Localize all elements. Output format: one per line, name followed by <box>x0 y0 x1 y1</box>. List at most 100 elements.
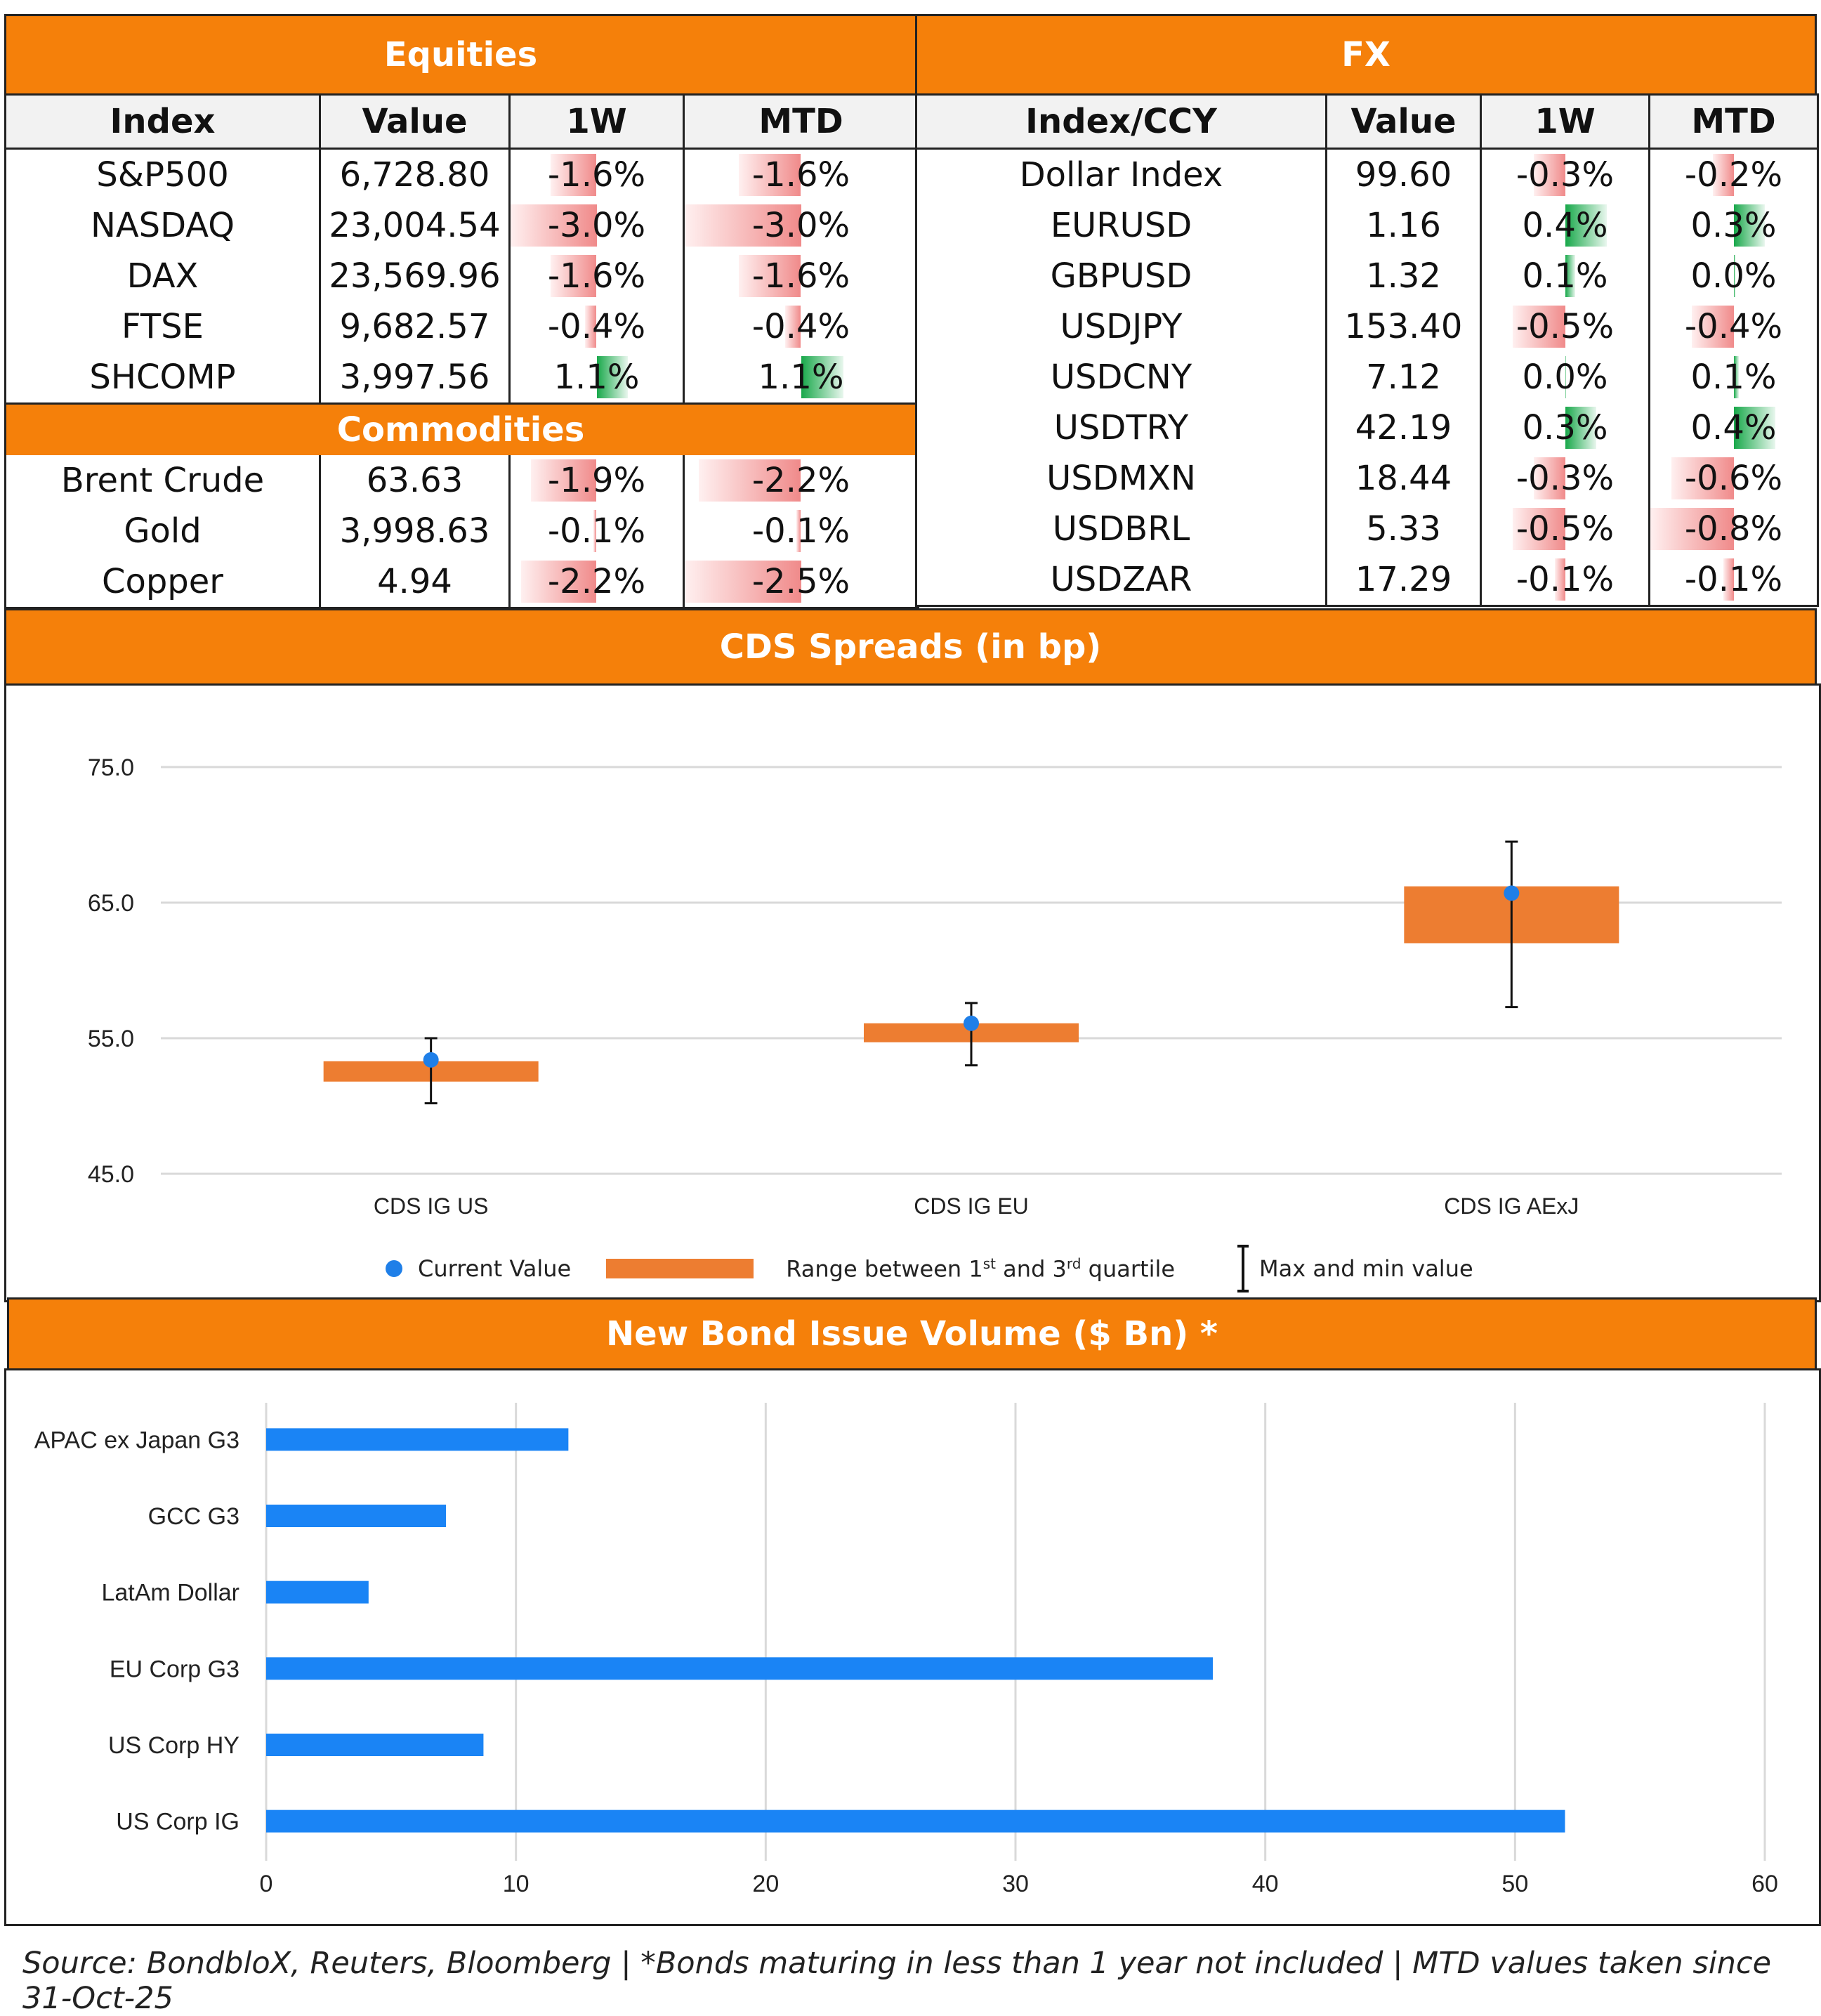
fx-cell-1w: 0.3% <box>1480 402 1650 453</box>
eq-cell-name: NASDAQ <box>4 200 321 251</box>
equities-col-value: Value <box>319 93 511 150</box>
eq-row: DAX 23,569.96 -1.6% -1.6% <box>4 251 919 301</box>
cds-current-point <box>423 1052 439 1068</box>
cm-row: Brent Crude 63.63 -1.9% -2.2% <box>4 455 919 506</box>
fx-cell-1w: 0.4% <box>1480 200 1650 251</box>
legend-dot-icon <box>386 1260 402 1277</box>
fx-cell-value: 99.60 <box>1325 148 1482 200</box>
eq-cell-1w: 1.1% <box>508 352 685 404</box>
fx-value-text: 99.60 <box>1355 155 1452 195</box>
bond-category-label: US Corp IG <box>116 1809 239 1835</box>
eq-row: FTSE 9,682.57 -0.4% -0.4% <box>4 301 919 352</box>
fx-1w-databar <box>1513 508 1565 550</box>
fx-value-text: 18.44 <box>1355 459 1452 498</box>
fx-cell-name: USDBRL <box>915 504 1327 554</box>
bond-xtick-label: 0 <box>260 1871 273 1897</box>
equities-table: Index Value 1W MTD S&P500 6,728.80 -1.6% -1… <box>4 93 919 405</box>
fx-mtd-text: -0.1% <box>1684 560 1783 599</box>
cds-category-label: CDS IG US <box>374 1193 489 1219</box>
fx-cell-1w: 0.1% <box>1480 251 1650 301</box>
eq-name-text: S&P500 <box>96 155 229 195</box>
cm-cell-value: 3,998.63 <box>319 506 511 556</box>
eq-name-text: DAX <box>126 256 199 296</box>
fx-cell-value: 1.16 <box>1325 200 1482 251</box>
legend-range-label: Range between 1st and 3rd quartile <box>786 1255 1176 1283</box>
fx-1w-text: -0.3% <box>1516 459 1615 498</box>
eq-value-text: 9,682.57 <box>339 307 490 346</box>
fx-cell-mtd: -0.4% <box>1648 301 1819 352</box>
fx-name-text: USDZAR <box>1050 560 1192 599</box>
fx-name-text: USDBRL <box>1052 509 1190 549</box>
fx-mtd-databar <box>1692 306 1734 348</box>
bond-bar <box>266 1734 484 1756</box>
fx-col-mtd: MTD <box>1648 93 1819 150</box>
fx-row: USDMXN 18.44 -0.3% -0.6% <box>915 453 1819 504</box>
fx-1w-databar <box>1534 457 1565 499</box>
eq-cell-mtd: 1.1% <box>683 352 919 404</box>
eq-value-text: 23,569.96 <box>329 256 501 296</box>
cm-name-text: Copper <box>101 562 224 601</box>
eq-1w-text: -1.6% <box>547 256 646 296</box>
fx-cell-mtd: -0.6% <box>1648 453 1819 504</box>
fx-cell-value: 1.32 <box>1325 251 1482 301</box>
eq-mtd-databar <box>685 204 801 247</box>
cm-cell-value: 4.94 <box>319 556 511 608</box>
bond-bar <box>266 1809 1565 1833</box>
fx-1w-text: -0.5% <box>1516 307 1615 346</box>
commodities-table: Brent Crude 63.63 -1.9% -2.2% Gold 3,998.63 -0… <box>4 455 919 609</box>
eq-name-text: NASDAQ <box>90 206 235 245</box>
equities-body: S&P500 6,728.80 -1.6% -1.6% NASDAQ 23,004.54 -… <box>4 148 919 404</box>
eq-value-text: 3,997.56 <box>339 358 490 397</box>
cm-row: Gold 3,998.63 -0.1% -0.1% <box>4 506 919 556</box>
cm-mtd-text: -2.5% <box>751 562 850 601</box>
cds-category-label: CDS IG AExJ <box>1444 1193 1579 1219</box>
eq-1w-text: -0.4% <box>547 307 646 346</box>
fx-mtd-databar <box>1733 204 1765 247</box>
eq-mtd-text: -1.6% <box>751 155 850 195</box>
eq-1w-databar <box>551 255 597 297</box>
fx-value-text: 42.19 <box>1355 408 1452 447</box>
bond-category-label: EU Corp G3 <box>110 1656 239 1682</box>
fx-1w-text: -0.3% <box>1516 155 1615 195</box>
eq-cell-value: 23,004.54 <box>319 200 511 251</box>
cds-ytick-label: 75.0 <box>88 754 134 781</box>
bond-category-label: US Corp HY <box>108 1732 239 1759</box>
bond-xtick-label: 10 <box>503 1871 530 1897</box>
legend-maxmin-label: Max and min value <box>1259 1255 1473 1282</box>
eq-mtd-text: -0.4% <box>751 307 850 346</box>
eq-value-text: 6,728.80 <box>339 155 490 195</box>
fx-name-text: EURUSD <box>1050 206 1192 245</box>
fx-name-text: GBPUSD <box>1050 256 1192 296</box>
bonds-title: New Bond Issue Volume ($ Bn) * <box>606 1314 1218 1354</box>
bond-category-label: LatAm Dollar <box>101 1580 239 1606</box>
fx-mtd-databar <box>1733 356 1739 398</box>
fx-mtd-text: -0.6% <box>1684 459 1783 498</box>
eq-row: NASDAQ 23,004.54 -3.0% -3.0% <box>4 200 919 251</box>
fx-name-text: USDMXN <box>1046 459 1196 498</box>
footer-source: Source: BondbloX, Reuters, Bloomberg | *… <box>22 1946 1772 2016</box>
eq-1w-text: -1.6% <box>547 155 646 195</box>
cm-mtd-databar <box>685 561 801 603</box>
cds-header: CDS Spreads (in bp) <box>4 608 1817 686</box>
eq-mtd-databar <box>739 255 801 297</box>
eq-cell-value: 9,682.57 <box>319 301 511 352</box>
fx-cell-name: USDJPY <box>915 301 1327 352</box>
eq-cell-name: DAX <box>4 251 321 301</box>
eq-cell-1w: -1.6% <box>508 148 685 200</box>
fx-row: Dollar Index 99.60 -0.3% -0.2% <box>915 148 1819 200</box>
bond-bar <box>266 1657 1213 1680</box>
cm-name-text: Gold <box>124 511 202 551</box>
eq-1w-text: -3.0% <box>547 206 646 245</box>
bond-xtick-label: 20 <box>752 1871 779 1897</box>
cds-ytick-label: 65.0 <box>88 890 134 917</box>
cm-1w-databar <box>593 510 597 552</box>
fx-cell-mtd: -0.2% <box>1648 148 1819 200</box>
fx-cell-1w: -0.3% <box>1480 453 1650 504</box>
fx-cell-name: USDZAR <box>915 554 1327 606</box>
fx-cell-value: 153.40 <box>1325 301 1482 352</box>
bond-xtick-label: 30 <box>1002 1871 1029 1897</box>
cds-legend: Current Value Range between 1st and 3rd … <box>386 1245 1473 1292</box>
eq-mtd-text: 1.1% <box>758 358 844 397</box>
cm-cell-mtd: -2.5% <box>683 556 919 608</box>
eq-cell-value: 3,997.56 <box>319 352 511 404</box>
